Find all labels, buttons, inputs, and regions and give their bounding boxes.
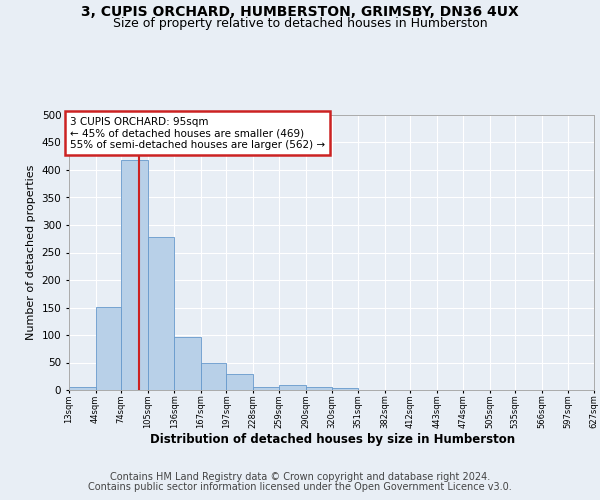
Bar — [226, 374, 253, 390]
Bar — [69, 387, 95, 390]
Y-axis label: Number of detached properties: Number of detached properties — [26, 165, 36, 340]
Bar — [306, 387, 331, 390]
Bar — [121, 160, 148, 390]
Bar — [280, 384, 306, 390]
Text: Contains public sector information licensed under the Open Government Licence v3: Contains public sector information licen… — [88, 482, 512, 492]
Bar — [148, 237, 174, 390]
Text: 3 CUPIS ORCHARD: 95sqm
← 45% of detached houses are smaller (469)
55% of semi-de: 3 CUPIS ORCHARD: 95sqm ← 45% of detached… — [70, 116, 325, 150]
Bar — [95, 307, 121, 390]
Bar — [200, 363, 226, 390]
Bar — [174, 337, 200, 390]
Text: Distribution of detached houses by size in Humberston: Distribution of detached houses by size … — [151, 432, 515, 446]
Text: Size of property relative to detached houses in Humberston: Size of property relative to detached ho… — [113, 18, 487, 30]
Text: 3, CUPIS ORCHARD, HUMBERSTON, GRIMSBY, DN36 4UX: 3, CUPIS ORCHARD, HUMBERSTON, GRIMSBY, D… — [81, 5, 519, 19]
Bar — [331, 388, 358, 390]
Bar — [253, 386, 280, 390]
Text: Contains HM Land Registry data © Crown copyright and database right 2024.: Contains HM Land Registry data © Crown c… — [110, 472, 490, 482]
